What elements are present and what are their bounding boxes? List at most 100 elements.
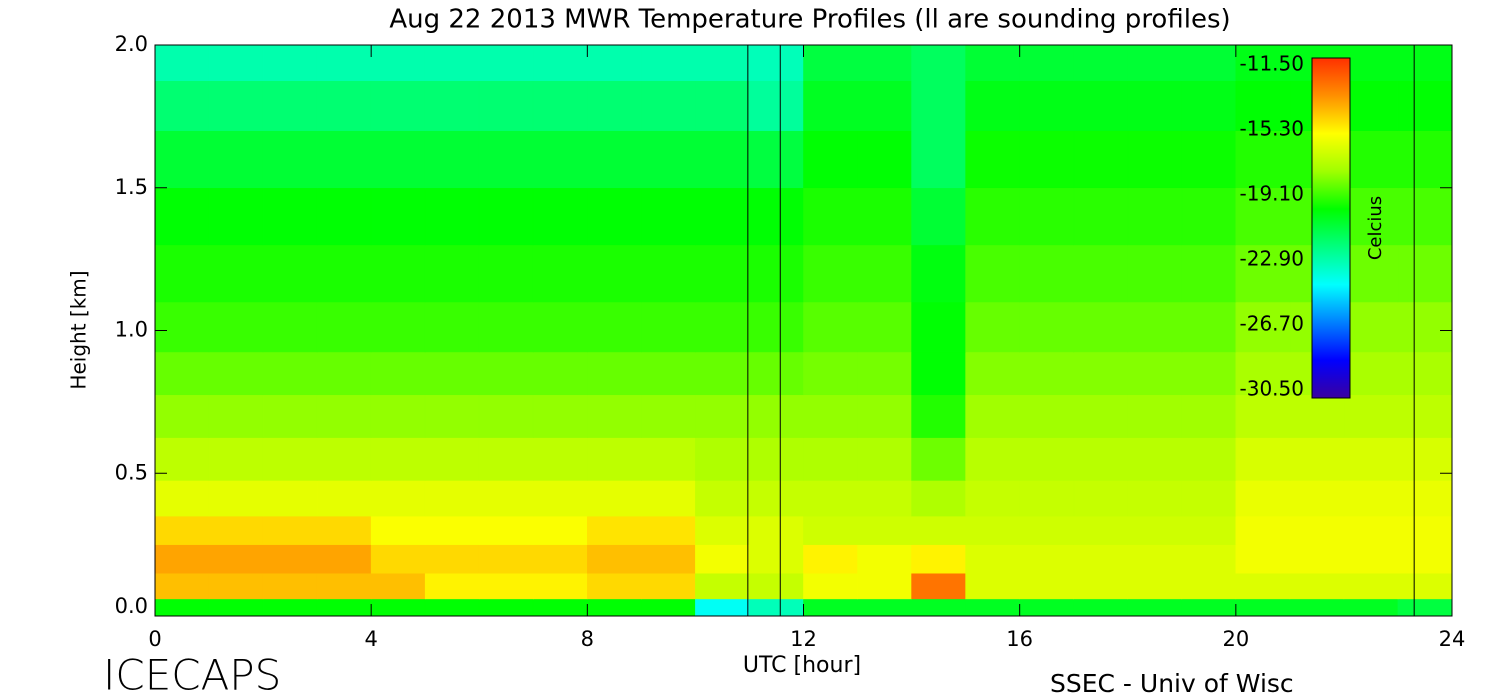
- heat-cell: [424, 351, 480, 396]
- heat-cell: [641, 130, 696, 189]
- heat-cell: [1073, 351, 1129, 396]
- heat-cell: [1127, 244, 1183, 303]
- heat-cell: [1127, 544, 1183, 574]
- heat-cell: [857, 515, 912, 545]
- heat-cell: [1235, 80, 1291, 131]
- heat-cell: [1397, 351, 1453, 396]
- heat-cell: [1397, 515, 1453, 545]
- heat-cell: [1343, 394, 1399, 438]
- heat-cell: [316, 480, 372, 517]
- heat-cell: [695, 437, 750, 481]
- heat-cell: [1235, 572, 1291, 600]
- heat-cell: [370, 598, 426, 617]
- heat-cell: [478, 515, 534, 545]
- heat-cell: [803, 480, 858, 517]
- heat-cell: [1235, 394, 1291, 438]
- heat-cell: [1343, 598, 1399, 617]
- heat-cell: [911, 44, 966, 81]
- heat-cell: [478, 244, 534, 303]
- heat-cell: [1289, 544, 1345, 574]
- heat-cell: [1235, 301, 1291, 353]
- heat-cell: [749, 515, 804, 545]
- heat-cell: [749, 301, 804, 353]
- heat-cell: [262, 480, 318, 517]
- heat-cell: [154, 244, 210, 303]
- heat-cell: [208, 187, 264, 246]
- heat-cell: [857, 244, 912, 303]
- heat-cell: [695, 44, 750, 81]
- heat-cell: [641, 544, 696, 574]
- heat-cell: [965, 572, 1020, 600]
- heat-cell: [262, 187, 318, 246]
- heat-cell: [208, 572, 264, 600]
- heat-cell: [532, 301, 588, 353]
- heat-cell: [965, 44, 1020, 81]
- heat-cell: [1127, 44, 1183, 81]
- colorbar-tick-label: -11.50: [1240, 52, 1304, 76]
- heat-cell: [749, 80, 804, 131]
- heat-cell: [532, 544, 588, 574]
- heat-cell: [532, 351, 588, 396]
- heat-cell: [803, 437, 858, 481]
- heat-cell: [1289, 572, 1345, 600]
- heat-cell: [803, 80, 858, 131]
- heat-cell: [749, 130, 804, 189]
- heat-cell: [1397, 480, 1453, 517]
- heat-cell: [370, 572, 426, 600]
- heat-cell: [587, 480, 642, 517]
- x-tick-label: 16: [1006, 627, 1033, 651]
- heat-cell: [803, 598, 858, 617]
- heat-cell: [478, 437, 534, 481]
- heat-cell: [965, 244, 1020, 303]
- heat-cell: [370, 480, 426, 517]
- heat-cell: [1181, 351, 1237, 396]
- heat-cell: [1073, 437, 1129, 481]
- heat-cell: [208, 515, 264, 545]
- heat-cell: [424, 130, 480, 189]
- heat-cell: [532, 515, 588, 545]
- heat-cell: [424, 44, 480, 81]
- heat-cell: [262, 301, 318, 353]
- heat-cell: [1073, 544, 1129, 574]
- heat-cell: [154, 437, 210, 481]
- heat-cell: [911, 351, 966, 396]
- heat-cell: [154, 598, 210, 617]
- heat-cell: [154, 130, 210, 189]
- heat-cell: [478, 544, 534, 574]
- heat-cell: [1181, 187, 1237, 246]
- heat-cell: [749, 351, 804, 396]
- heat-cell: [587, 130, 642, 189]
- heat-cell: [1019, 437, 1075, 481]
- heat-cell: [154, 544, 210, 574]
- heat-cell: [154, 394, 210, 438]
- heat-cell: [857, 598, 912, 617]
- heat-cell: [478, 130, 534, 189]
- heat-cell: [1397, 80, 1453, 131]
- heat-cell: [641, 598, 696, 617]
- y-tick-label: 1.5: [115, 175, 148, 199]
- heat-cell: [316, 80, 372, 131]
- heat-cell: [1019, 80, 1075, 131]
- heat-cell: [532, 437, 588, 481]
- heat-cell: [262, 130, 318, 189]
- heat-cell: [857, 480, 912, 517]
- heat-cell: [1397, 44, 1453, 81]
- heat-cell: [262, 572, 318, 600]
- heat-cell: [803, 301, 858, 353]
- heat-cell: [695, 480, 750, 517]
- heat-cell: [749, 544, 804, 574]
- heat-cell: [208, 80, 264, 131]
- y-tick-label: 0.5: [115, 460, 148, 484]
- heat-cell: [641, 244, 696, 303]
- heat-cell: [1397, 130, 1453, 189]
- colorbar-tick-label: -15.30: [1240, 117, 1304, 141]
- heat-cell: [1073, 187, 1129, 246]
- heat-cell: [1019, 44, 1075, 81]
- colorbar-tick-label: -22.90: [1240, 247, 1304, 271]
- heat-cell: [1181, 515, 1237, 545]
- heat-cell: [154, 44, 210, 81]
- heat-cell: [965, 598, 1020, 617]
- x-tick-label: 4: [364, 627, 377, 651]
- heat-cell: [370, 394, 426, 438]
- heat-cell: [316, 301, 372, 353]
